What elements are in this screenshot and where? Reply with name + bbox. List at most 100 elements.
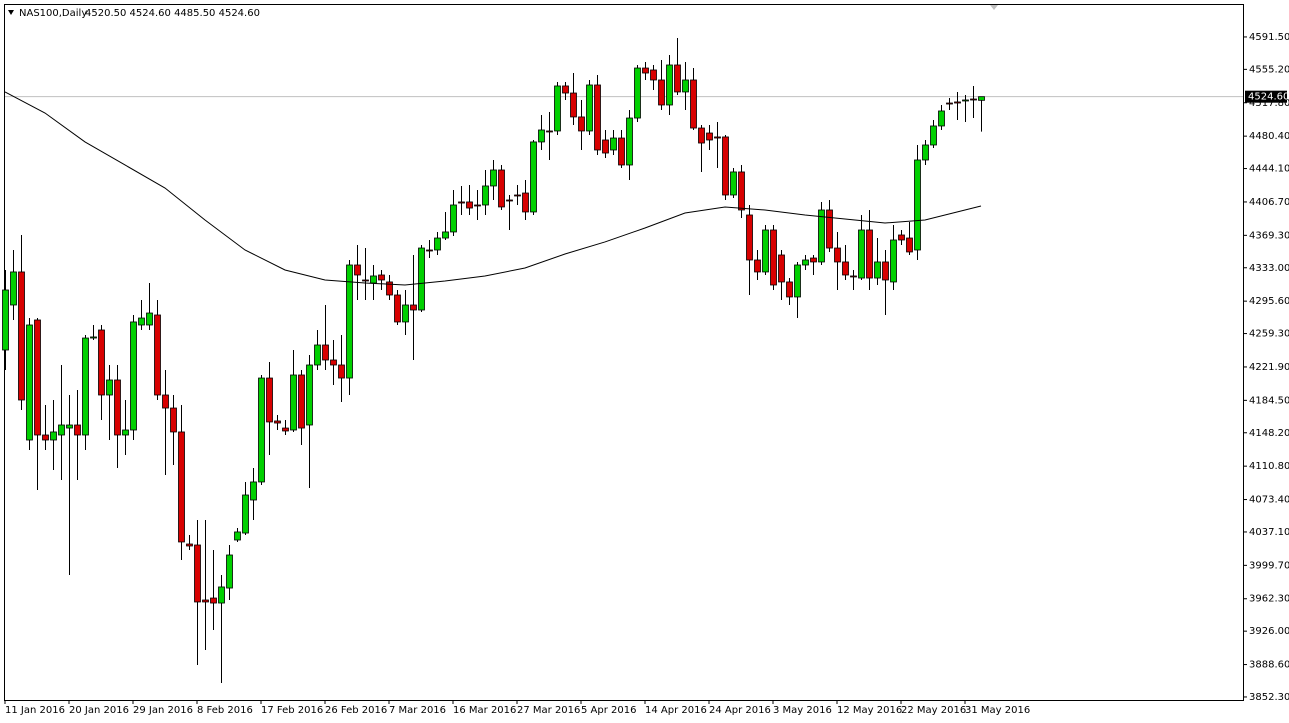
candle-body [858, 229, 865, 279]
candle-body [410, 304, 417, 311]
candle-body [170, 407, 177, 433]
candle-body [130, 321, 137, 431]
candle-body [834, 247, 841, 263]
candle-body [338, 364, 345, 379]
candle-body [642, 67, 649, 74]
y-tick-label: 4184.50 [1249, 395, 1289, 406]
candle-body [242, 494, 249, 534]
candle-body [842, 261, 849, 276]
candle-body [826, 209, 833, 249]
candle-body [34, 319, 41, 436]
candle-body [786, 281, 793, 298]
candle-body [850, 275, 857, 278]
candle-body [578, 116, 585, 132]
candle-body [922, 144, 929, 161]
candle-body [594, 84, 601, 151]
candle-body [90, 336, 97, 339]
candle-body [122, 429, 129, 436]
candle-body [346, 264, 353, 379]
candle-body [962, 99, 969, 102]
y-tick-label: 4259.30 [1249, 329, 1289, 340]
candle-body [386, 281, 393, 296]
candle-body [266, 377, 273, 423]
candle-body [802, 259, 809, 266]
plot-layer: 4591.50 4555.20 4517.80 4480.40 4444.10 4406.… [2, 32, 1289, 716]
candle-body [162, 394, 169, 409]
candle-body [402, 304, 409, 323]
plot-frame [4, 4, 1244, 701]
chart-subtitle: 4520.50 4524.60 4485.50 4524.60 [85, 8, 260, 19]
x-tick-label: 11 Jan 2016 [5, 705, 65, 716]
candle-body [370, 275, 377, 284]
candle-body [362, 279, 369, 282]
candle-body [722, 136, 729, 196]
y-tick-label: 4333.00 [1249, 263, 1289, 274]
moving-average [4, 91, 982, 286]
menu-arrow [8, 10, 14, 15]
candle-body [114, 379, 121, 436]
candle-body [314, 344, 321, 366]
y-tick-label: 3888.60 [1249, 660, 1289, 671]
candle-body [682, 79, 689, 93]
candle-body [914, 159, 921, 251]
candle-body [754, 259, 761, 273]
candle-body [930, 125, 937, 146]
candle-body [706, 132, 713, 141]
y-tick-label: 4073.40 [1249, 495, 1289, 506]
candle-body [250, 481, 257, 501]
candle-body [450, 204, 457, 233]
candle-body [194, 544, 201, 603]
x-tick-label: 31 May 2016 [965, 705, 1030, 716]
candle-body [514, 194, 521, 197]
candle-body [818, 209, 825, 263]
candle-body [466, 201, 473, 209]
candle-body [154, 314, 161, 396]
candle-body [610, 137, 617, 151]
candle-body [138, 317, 145, 326]
y-tick-label: 4555.20 [1249, 64, 1289, 75]
candle-body [378, 274, 385, 281]
candle-body [322, 344, 329, 361]
y-tick-label: 4517.80 [1249, 98, 1289, 109]
y-tick-label: 4110.80 [1249, 461, 1289, 472]
candle-body [490, 169, 497, 187]
candle-body [418, 247, 425, 311]
candle-body [618, 137, 625, 166]
candle-body [970, 98, 977, 101]
candle-body [946, 102, 953, 105]
x-tick-label: 3 May 2016 [773, 705, 832, 716]
candle-body [538, 129, 545, 143]
candle-body [554, 85, 561, 132]
x-tick-label: 24 Apr 2016 [709, 705, 771, 716]
candle-body [498, 169, 505, 208]
y-tick-label: 3926.00 [1249, 626, 1289, 637]
y-tick-label: 4369.30 [1249, 230, 1289, 241]
candle-body [186, 543, 193, 547]
x-tick-label: 7 Mar 2016 [389, 705, 446, 716]
candle-body [146, 312, 153, 326]
candle-body [562, 85, 569, 94]
candle-body [98, 329, 105, 396]
candle-body [298, 374, 305, 429]
candle-body [50, 431, 57, 441]
candle-body [746, 214, 753, 261]
candle-body [714, 136, 721, 139]
y-tick-label: 3999.70 [1249, 560, 1289, 571]
candle-body [474, 204, 481, 207]
y-tick-label: 4480.40 [1249, 131, 1289, 142]
y-tick-label: 4295.60 [1249, 296, 1289, 307]
candle-body [690, 79, 697, 129]
candle-body [738, 171, 745, 211]
y-tick-label: 3852.30 [1249, 692, 1289, 703]
candle-body [330, 359, 337, 366]
x-tick-label: 8 Feb 2016 [197, 705, 253, 716]
candle-body [674, 64, 681, 93]
candle-body [18, 271, 25, 401]
candle-body [602, 139, 609, 154]
x-tick-label: 16 Mar 2016 [453, 705, 516, 716]
candle-body [882, 261, 889, 281]
y-tick-label: 4148.20 [1249, 428, 1289, 439]
candle-body [794, 264, 801, 298]
